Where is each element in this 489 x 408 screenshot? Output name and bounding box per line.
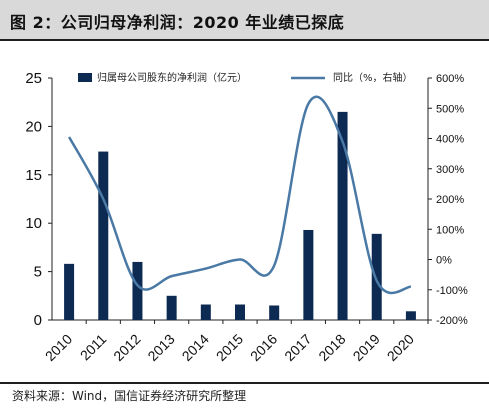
footer-divider	[0, 382, 489, 384]
title-bar: 图 2：公司归母净利润：2020 年业绩已探底	[0, 0, 489, 41]
left-tick-label: 0	[34, 312, 42, 329]
bar	[132, 261, 143, 320]
x-tick-label: 2011	[77, 331, 110, 364]
x-tick-label: 2014	[179, 331, 212, 364]
left-tick-label: 15	[25, 167, 42, 184]
chart-title: 图 2：公司归母净利润：2020 年业绩已探底	[10, 13, 345, 32]
x-tick-label: 2018	[315, 331, 348, 364]
tick-labels: 0 5 10 15 20 25 -200% -100% 0% 100% 200% 300% 400% 50…	[25, 70, 468, 364]
x-tick-label: 2020	[384, 331, 417, 364]
bar	[166, 295, 177, 320]
legend: 归属母公司股东的净利润（亿元） 同比（%，右轴）	[78, 71, 413, 84]
line-series	[67, 95, 412, 295]
x-tick-label: 2010	[42, 331, 75, 364]
right-tick-label: 600%	[436, 73, 464, 85]
x-tick-label: 2012	[110, 331, 143, 364]
legend-bar-swatch	[78, 73, 92, 82]
x-tick-label: 2019	[350, 331, 383, 364]
bar	[371, 233, 382, 320]
left-tick-label: 5	[34, 264, 42, 281]
bar	[64, 263, 75, 320]
bar	[98, 151, 109, 320]
right-tick-label: 300%	[436, 164, 464, 176]
x-tick-label: 2016	[247, 331, 280, 364]
legend-line-label: 同比（%，右轴）	[333, 71, 413, 84]
bar	[269, 305, 280, 320]
bar	[200, 304, 211, 320]
legend-bar-label: 归属母公司股东的净利润（亿元）	[97, 71, 247, 84]
x-tick-label: 2015	[213, 331, 246, 364]
left-tick-label: 10	[25, 215, 42, 232]
right-tick-label: 0%	[436, 255, 452, 267]
source-note: 资料来源：Wind，国信证券经济研究所整理	[12, 389, 247, 403]
yoy-line	[67, 95, 412, 295]
bar	[405, 311, 416, 320]
bar	[337, 111, 348, 320]
right-tick-label: 100%	[436, 224, 464, 236]
bar	[235, 304, 245, 320]
x-tick-label: 2013	[144, 331, 177, 364]
left-tick-label: 20	[25, 118, 42, 135]
right-tick-label: -100%	[436, 285, 468, 297]
chart-area: 0 5 10 15 20 25 -200% -100% 0% 100% 200% 300% 400% 50…	[25, 70, 468, 364]
bar	[303, 229, 314, 320]
right-tick-label: 500%	[436, 103, 464, 115]
right-tick-label: 400%	[436, 134, 464, 146]
right-tick-label: -200%	[436, 315, 468, 327]
left-tick-label: 25	[25, 70, 42, 87]
right-tick-label: 200%	[436, 194, 464, 206]
x-tick-label: 2017	[281, 331, 314, 364]
bar-series	[64, 111, 416, 320]
